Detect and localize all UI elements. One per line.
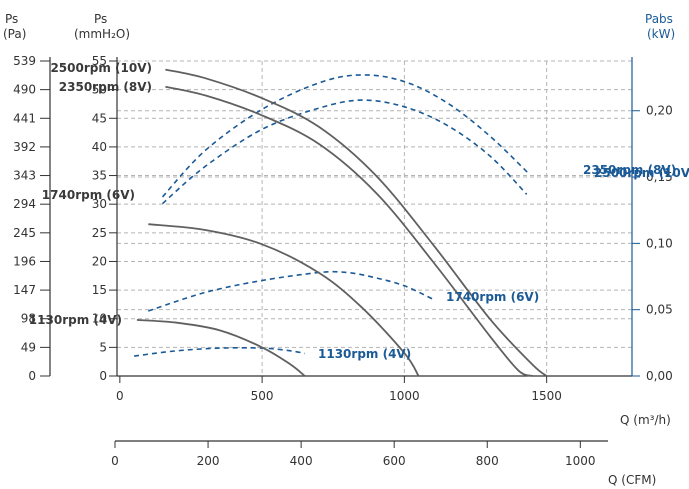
- pressure-curve-label: 2350rpm (8V): [59, 80, 152, 94]
- left-axis-mm-tick-label: 10: [92, 312, 107, 326]
- x-axis-cfm-tick-label: 600: [383, 454, 406, 468]
- left-axis-pa-title-line2: (Pa): [3, 27, 26, 41]
- pressure-curves: [136, 68, 548, 377]
- curve-labels: 2500rpm (10V)2350rpm (8V)1740rpm (6V)113…: [29, 61, 689, 361]
- pressure-curve-2: [148, 223, 420, 377]
- x-axis-tick-label: 1500: [531, 389, 562, 403]
- axis-titles: Ps (Pa) Ps (mmH₂O) Pabs (kW) Q (m³/h) Q …: [3, 12, 675, 487]
- right-axis-tick-label: 0,15: [646, 170, 673, 184]
- left-axis-mm-tick-label: 40: [92, 140, 107, 154]
- x-axis-cfm-tick-label: 0: [111, 454, 119, 468]
- right-axis-tick-label: 0,20: [646, 104, 673, 118]
- power-curve-1: [161, 99, 528, 205]
- left-axis-mm-tick-label: 30: [92, 197, 107, 211]
- x-axis-cfm-tick-label: 200: [197, 454, 220, 468]
- power-curve-2: [148, 270, 434, 312]
- x-axis-tick-label: 1000: [389, 389, 420, 403]
- left-axis-mm-tick-label: 55: [92, 54, 107, 68]
- power-curve-label: 1130rpm (4V): [318, 347, 411, 361]
- left-axis-pa-tick-label: 392: [13, 140, 36, 154]
- left-axis-pa-tick-label: 539: [13, 54, 36, 68]
- left-axis-mm-tick-label: 50: [92, 83, 107, 97]
- pressure-curve-label: 1740rpm (6V): [42, 188, 135, 202]
- right-axis-tick-label: 0,10: [646, 236, 673, 250]
- left-axis-pa-tick-label: 441: [13, 111, 36, 125]
- power-curve-label: 2350rpm (8V): [583, 163, 676, 177]
- left-axis-pa-tick-label: 49: [21, 340, 36, 354]
- x-axis-cfm-tick-label: 800: [476, 454, 499, 468]
- left-axis-pa-tick-label: 245: [13, 226, 36, 240]
- left-axis-pa-tick-label: 98: [21, 312, 36, 326]
- left-axis-mm-tick-label: 35: [92, 169, 107, 183]
- pressure-curve-label: 2500rpm (10V): [50, 61, 152, 75]
- left-axis-mm-tick-label: 5: [99, 340, 107, 354]
- pressure-curve-0: [165, 68, 548, 377]
- right-axis-tick-label: 0,00: [646, 369, 673, 383]
- grid: [117, 60, 632, 376]
- right-axis-tick-label: 0,05: [646, 303, 673, 317]
- x-axis-title: Q (m³/h): [620, 413, 671, 427]
- left-axis-pa-tick-label: 196: [13, 254, 36, 268]
- x-axis-cfm-tick-label: 400: [290, 454, 313, 468]
- pressure-curve-label: 1130rpm (4V): [29, 313, 122, 327]
- left-axis-mm-tick-label: 45: [92, 111, 107, 125]
- x-axis-cfm-title: Q (CFM): [608, 473, 656, 487]
- power-curve-label: 1740rpm (6V): [446, 290, 539, 304]
- pressure-curve-3: [136, 319, 306, 377]
- x-axis-tick-label: 0: [116, 389, 124, 403]
- left-axis-pa-title-line1: Ps: [5, 12, 18, 26]
- power-curve-label: 2500rpm (10V): [594, 166, 689, 180]
- left-axis-pa-tick-label: 343: [13, 169, 36, 183]
- left-axis-pa-tick-label: 294: [13, 197, 36, 211]
- x-axis-tick-label: 500: [251, 389, 274, 403]
- left-axis-mm-tick-label: 25: [92, 226, 107, 240]
- left-axis-pa-tick-label: 0: [28, 369, 36, 383]
- left-axis-pa-tick-label: 490: [13, 83, 36, 97]
- power-curve-0: [161, 74, 531, 198]
- pressure-curve-1: [165, 85, 533, 377]
- left-axis-mm-tick-label: 20: [92, 254, 107, 268]
- x-axis-cfm-tick-label: 1000: [565, 454, 596, 468]
- left-axis-mm-title-line2: (mmH₂O): [74, 27, 130, 41]
- left-axis-mm-title-line1: Ps: [94, 12, 107, 26]
- power-curve-3: [133, 347, 305, 357]
- left-axis-pa-tick-label: 147: [13, 283, 36, 297]
- power-curves: [133, 74, 531, 357]
- left-axis-mm-tick-label: 0: [99, 369, 107, 383]
- right-axis-title-line1: Pabs: [645, 12, 673, 26]
- right-axis-title-line2: (kW): [647, 27, 675, 41]
- left-axis-mm-tick-label: 15: [92, 283, 107, 297]
